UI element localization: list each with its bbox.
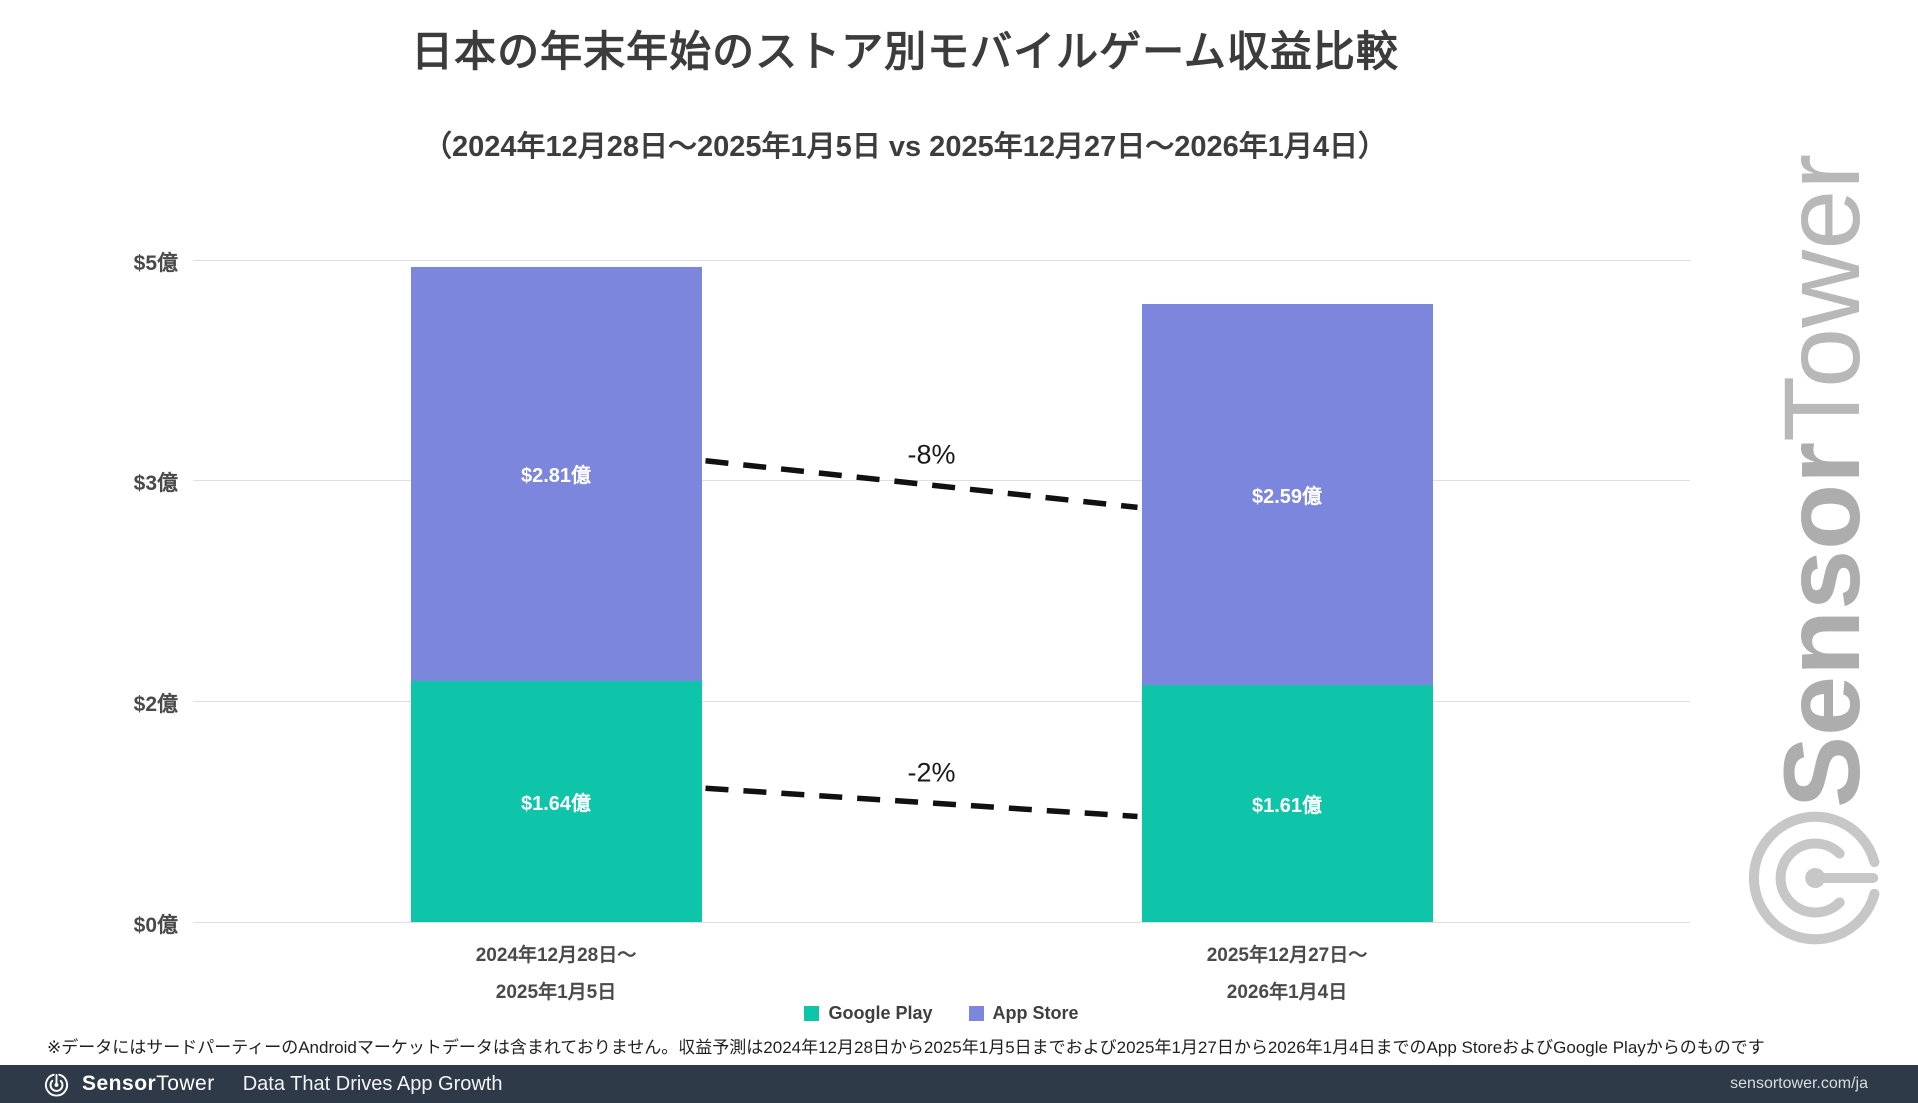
page-subtitle: （2024年12月28日〜2025年1月5日 vs 2025年12月27日〜20… bbox=[423, 131, 1387, 163]
change-percent-label: -2% bbox=[907, 757, 956, 788]
x-tick-line2: 2026年1月4日 bbox=[1226, 982, 1348, 1003]
change-percent-label: -8% bbox=[907, 439, 956, 470]
x-tick-label: 2025年12月27日〜 2026年1月4日 bbox=[1087, 937, 1487, 1011]
legend-swatch bbox=[968, 1006, 984, 1021]
gridline bbox=[193, 701, 1690, 703]
bar-google-play-segment: $1.64億 bbox=[410, 680, 702, 922]
watermark-text-sensor: Sensor bbox=[1761, 441, 1882, 808]
page-title: 日本の年末年始のストア別モバイルゲーム収益比較 bbox=[411, 28, 1399, 75]
sensortower-logo-icon bbox=[44, 1073, 69, 1096]
x-tick-line1: 2024年12月28日〜 bbox=[475, 945, 637, 966]
legend-label: Google Play bbox=[828, 1003, 933, 1023]
sensortower-watermark-logo-icon bbox=[1749, 811, 1880, 945]
x-tick-label: 2024年12月28日〜 2025年1月5日 bbox=[356, 937, 756, 1011]
footer-tagline: Data That Drives App Growth bbox=[242, 1072, 503, 1095]
header: 日本の年末年始のストア別モバイルゲーム収益比較 （2024年12月28日〜202… bbox=[0, 0, 1810, 165]
footnote-text: ※データにはサードパーティーのAndroidマーケットデータは含まれておりません… bbox=[47, 1038, 1765, 1057]
gridline bbox=[193, 259, 1690, 261]
bar-value-label: $2.81億 bbox=[520, 465, 592, 488]
legend-item-google-play: Google Play bbox=[804, 1003, 933, 1024]
y-tick-label: $5億 bbox=[133, 251, 178, 275]
x-tick-line1: 2025年12月27日〜 bbox=[1206, 945, 1368, 966]
x-tick-line2: 2025年1月5日 bbox=[495, 982, 617, 1003]
legend-item-app-store: App Store bbox=[968, 1003, 1079, 1024]
chart-legend: Google Play App Store bbox=[193, 1003, 1690, 1024]
gridline bbox=[193, 922, 1690, 923]
bar-value-label: $2.59億 bbox=[1251, 485, 1323, 508]
bar-app-store-segment: $2.59億 bbox=[1141, 303, 1433, 685]
footer-brand: SensorTower bbox=[82, 1072, 215, 1096]
legend-swatch bbox=[804, 1006, 820, 1021]
footer-brand-tower: Tower bbox=[156, 1072, 215, 1095]
footer-bar: SensorTower Data That Drives App Growth … bbox=[0, 1065, 1918, 1103]
legend-label: App Store bbox=[992, 1003, 1079, 1023]
footer-brand-sensor: Sensor bbox=[82, 1072, 157, 1095]
y-tick-label: $2億 bbox=[133, 693, 178, 717]
bar-app-store-segment: $2.81億 bbox=[410, 267, 702, 681]
watermark-text: SensorTower bbox=[1761, 154, 1882, 808]
bar-value-label: $1.64億 bbox=[520, 792, 592, 815]
footer-url: sensortower.com/ja bbox=[1730, 1075, 1868, 1092]
y-tick-label: $0億 bbox=[133, 914, 178, 937]
bar-google-play-segment: $1.61億 bbox=[1141, 685, 1433, 922]
bar-value-label: $1.61億 bbox=[1251, 795, 1323, 817]
watermark-text-tower: Tower bbox=[1761, 153, 1882, 442]
y-tick-label: $3億 bbox=[133, 472, 178, 496]
